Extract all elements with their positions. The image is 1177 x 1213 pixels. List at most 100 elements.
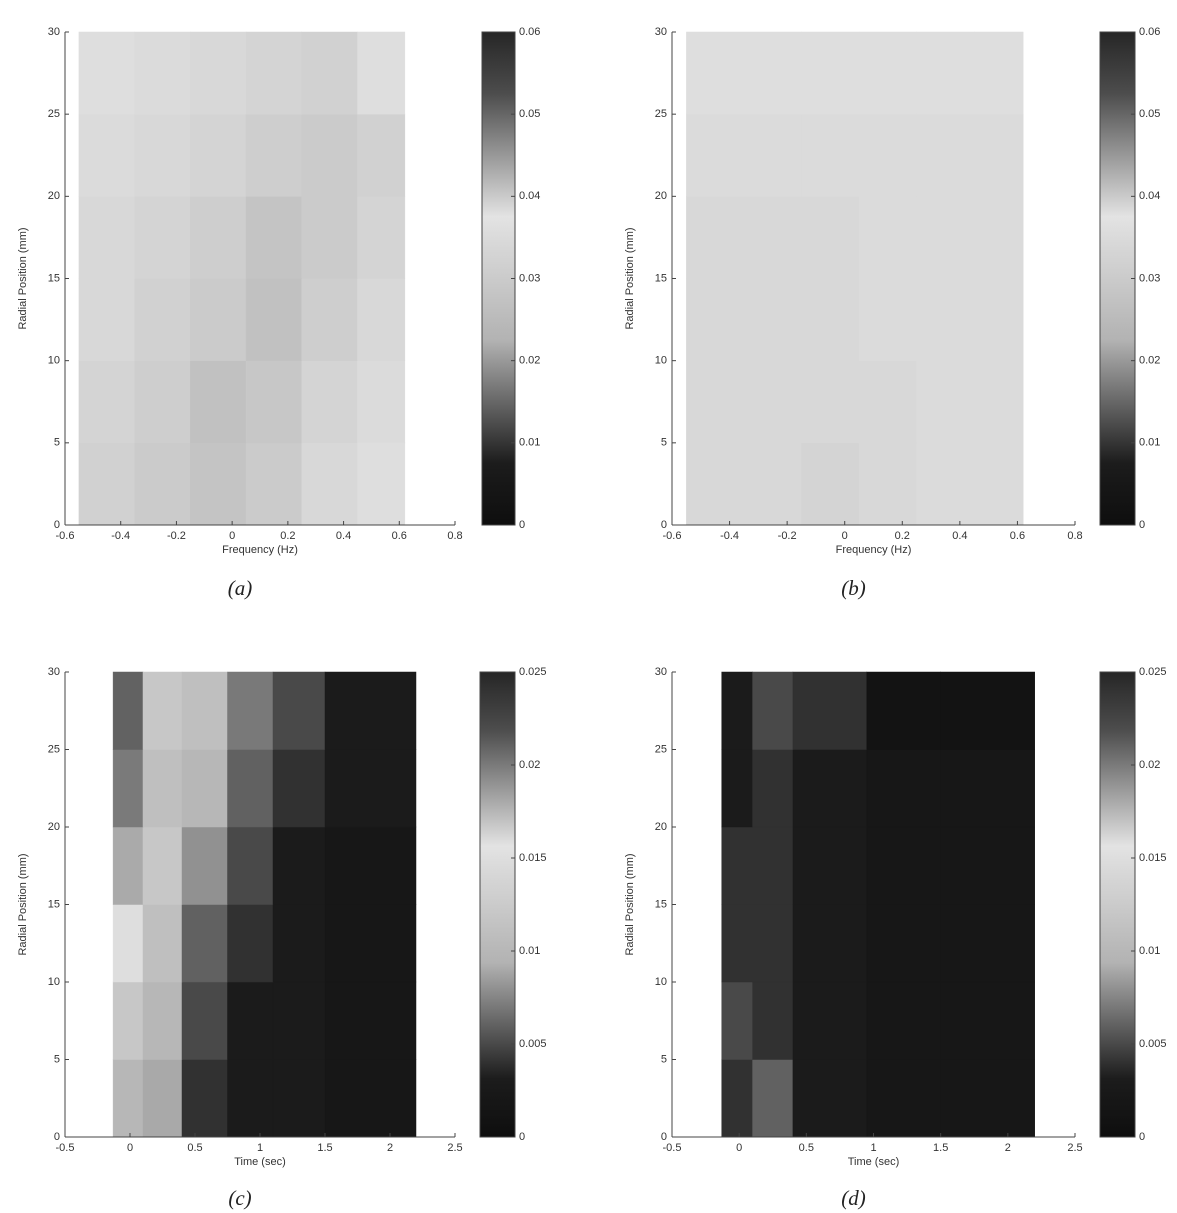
heatmap-cell: [112, 826, 144, 905]
heatmap-cell: [357, 278, 406, 361]
x-tick-label: 0.2: [895, 530, 910, 542]
x-tick-label: 1.5: [317, 1142, 332, 1154]
heatmap-cell: [78, 196, 135, 279]
heatmap-cell: [858, 31, 917, 115]
y-axis-label: Radial Position (mm): [17, 853, 29, 955]
heatmap-cell: [134, 113, 191, 197]
heatmap-cell: [801, 31, 860, 115]
colorbar-tick-label: 0.02: [1139, 759, 1160, 771]
colorbar-tick-label: 0.005: [519, 1038, 547, 1050]
heatmap-cell: [916, 442, 975, 526]
heatmap-cell: [940, 981, 1035, 1060]
y-tick-label: 0: [661, 519, 667, 531]
heatmap-cell: [743, 442, 802, 526]
y-tick-label: 30: [48, 666, 60, 678]
y-tick-label: 10: [48, 355, 60, 367]
heatmap-cell: [721, 749, 753, 828]
x-tick-label: -0.6: [56, 530, 75, 542]
x-tick-label: 2: [1005, 1142, 1011, 1154]
heatmap-cell: [272, 826, 326, 905]
heatmap-cell: [752, 1059, 794, 1138]
heatmap-cell: [134, 360, 191, 444]
heatmap-cell: [792, 1059, 868, 1138]
heatmap-cell: [357, 196, 406, 279]
heatmap-cell: [78, 442, 135, 526]
y-tick-label: 0: [54, 1131, 60, 1143]
colorbar-tick-label: 0.02: [519, 759, 540, 771]
y-tick-label: 15: [48, 272, 60, 284]
x-tick-label: -0.6: [663, 530, 682, 542]
colorbar-tick-label: 0.015: [519, 852, 547, 864]
heatmap-cell: [181, 749, 228, 828]
heatmap-cell: [190, 113, 247, 197]
heatmap-cell: [721, 826, 753, 905]
heatmap-cell: [112, 1059, 144, 1138]
colorbar-tick-label: 0.01: [1139, 945, 1160, 957]
heatmap-cell: [181, 826, 228, 905]
heatmap-cell: [112, 904, 144, 983]
colorbar-tick-label: 0.06: [1139, 26, 1160, 38]
colorbar-tick-label: 0.01: [519, 437, 540, 449]
heatmap-cell: [792, 671, 868, 750]
x-tick-label: 0.5: [187, 1142, 202, 1154]
heatmap-cell: [181, 671, 228, 750]
heatmap-cell: [752, 749, 794, 828]
heatmap-cell: [974, 278, 1024, 361]
y-tick-label: 0: [661, 1131, 667, 1143]
heatmap-cell: [686, 442, 745, 526]
y-tick-label: 5: [54, 437, 60, 449]
heatmap-cell: [721, 904, 753, 983]
colorbar-tick-label: 0.01: [519, 945, 540, 957]
heatmap-cell: [245, 113, 303, 197]
x-tick-label: 2.5: [447, 1142, 462, 1154]
y-tick-label: 30: [655, 26, 667, 38]
x-tick-label: 0: [842, 530, 848, 542]
x-tick-label: 2.5: [1067, 1142, 1082, 1154]
heatmap-cell: [301, 442, 358, 526]
heatmap-cell: [801, 360, 860, 444]
x-axis-label: Frequency (Hz): [836, 544, 912, 556]
heatmap-cell: [245, 442, 303, 526]
heatmap-cell: [78, 113, 135, 197]
colorbar-tick-label: 0: [1139, 1131, 1145, 1143]
heatmap-cell: [227, 749, 274, 828]
x-tick-label: 0.5: [799, 1142, 814, 1154]
heatmap-cell: [227, 1059, 274, 1138]
colorbar-tick-label: 0.03: [1139, 272, 1160, 284]
heatmap-cell: [142, 1059, 183, 1138]
heatmap-cell: [112, 981, 144, 1060]
x-tick-label: -0.2: [167, 530, 186, 542]
x-tick-label: 0.8: [1067, 530, 1082, 542]
heatmap-cell: [142, 981, 183, 1060]
heatmap-cell: [743, 113, 802, 197]
y-tick-label: 10: [655, 355, 667, 367]
y-tick-label: 30: [48, 26, 60, 38]
heatmap-cell: [324, 1059, 417, 1138]
heatmap-cell: [940, 904, 1035, 983]
caption: (b): [841, 576, 866, 600]
heatmap-cell: [721, 981, 753, 1060]
y-tick-label: 25: [48, 108, 60, 120]
heatmap-cell: [227, 904, 274, 983]
heatmap-cell: [743, 360, 802, 444]
x-tick-label: 0: [736, 1142, 742, 1154]
heatmap-cell: [916, 360, 975, 444]
heatmap-cell: [801, 442, 860, 526]
x-tick-label: 0.6: [392, 530, 407, 542]
heatmap-cell: [301, 278, 358, 361]
colorbar-tick-label: 0: [519, 1131, 525, 1143]
x-tick-label: 0: [229, 530, 235, 542]
heatmap-cell: [181, 981, 228, 1060]
colorbar-tick-label: 0.05: [519, 108, 540, 120]
heatmap-cell: [916, 113, 975, 197]
heatmap-cell: [721, 1059, 753, 1138]
x-tick-label: -0.5: [56, 1142, 75, 1154]
colorbar-tick-label: 0.025: [519, 666, 547, 678]
heatmap-cell: [301, 360, 358, 444]
heatmap-cell: [686, 113, 745, 197]
x-tick-label: 0: [127, 1142, 133, 1154]
heatmap-cell: [357, 442, 406, 526]
x-tick-label: 1: [870, 1142, 876, 1154]
